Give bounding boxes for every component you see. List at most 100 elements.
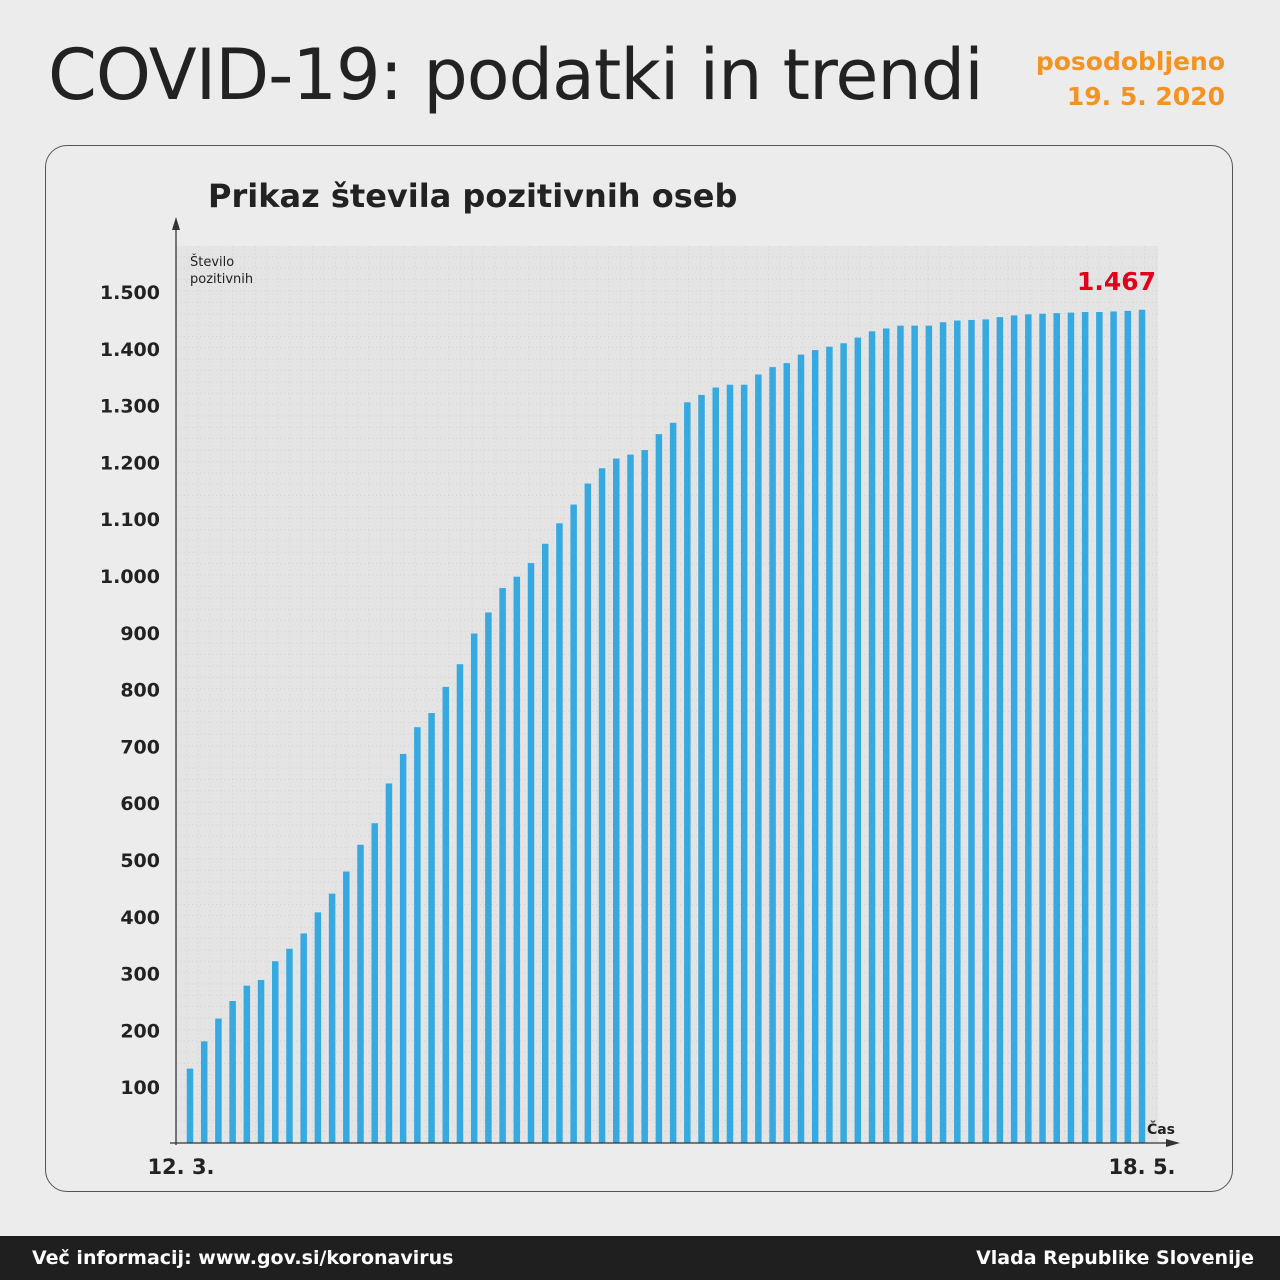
bar <box>527 563 535 1143</box>
y-tick-label: 200 <box>120 1020 160 1042</box>
y-axis-label: Število <box>190 254 234 270</box>
bar <box>1138 309 1146 1143</box>
y-tick-label: 900 <box>120 623 160 645</box>
y-tick-label: 1.100 <box>100 509 160 531</box>
bar <box>627 454 634 1144</box>
bar <box>868 331 876 1143</box>
y-tick-label: 1.200 <box>100 452 160 474</box>
bar <box>1053 313 1060 1144</box>
bar <box>840 343 847 1144</box>
y-tick-label: 1.000 <box>100 566 160 588</box>
bar <box>485 612 492 1143</box>
x-tick-label: 18. 5. <box>1108 1155 1175 1179</box>
bar <box>314 912 322 1143</box>
bar <box>641 450 648 1143</box>
bar <box>655 434 663 1143</box>
bar <box>1025 314 1032 1144</box>
bar <box>897 325 904 1143</box>
bar <box>428 713 435 1143</box>
bar <box>343 871 350 1143</box>
update-label: posodobljeno <box>1035 47 1225 76</box>
last-value-label: 1.467 <box>1077 267 1156 296</box>
bar <box>541 543 549 1143</box>
bar <box>414 727 421 1143</box>
bar <box>399 753 407 1143</box>
bar <box>669 422 677 1143</box>
bar <box>556 523 563 1143</box>
bar <box>698 394 705 1144</box>
bar <box>570 504 577 1143</box>
chart-title: Prikaz števila pozitivnih oseb <box>208 177 738 215</box>
y-axis-arrow <box>172 217 180 230</box>
bar <box>1096 312 1103 1143</box>
y-tick-label: 800 <box>120 680 160 702</box>
bar <box>826 346 833 1143</box>
bar <box>854 337 862 1143</box>
page-title: COVID-19: podatki in trendi <box>48 34 984 116</box>
bar <box>1124 310 1132 1143</box>
y-tick-label: 500 <box>120 850 160 872</box>
bar <box>442 686 450 1143</box>
bar <box>371 823 378 1143</box>
x-axis-label: Čas <box>1147 1120 1175 1138</box>
bar <box>257 979 265 1143</box>
bar <box>939 322 947 1143</box>
bar <box>1039 313 1046 1144</box>
bar <box>1010 315 1018 1143</box>
footer-bar: Več informacij: www.gov.si/koronavirus V… <box>0 1236 1280 1280</box>
bar <box>726 384 734 1144</box>
footer-organization: Vlada Republike Slovenije <box>976 1247 1254 1269</box>
bar <box>513 576 521 1143</box>
bar <box>684 402 691 1143</box>
y-tick-label: 400 <box>120 907 160 929</box>
plot-area <box>176 246 1158 1143</box>
y-tick-label: 600 <box>120 793 160 815</box>
bar <box>712 387 719 1143</box>
bar <box>783 363 791 1143</box>
bar <box>613 458 620 1143</box>
bar <box>243 985 251 1143</box>
y-tick-label: 100 <box>120 1077 160 1099</box>
bar <box>996 317 1004 1143</box>
bar <box>1110 311 1117 1143</box>
bar <box>811 350 819 1143</box>
bar <box>456 664 464 1143</box>
bar <box>740 384 748 1144</box>
bar <box>470 633 478 1143</box>
bar <box>598 468 606 1143</box>
bar <box>911 325 918 1143</box>
update-date: 19. 5. 2020 <box>1066 82 1225 111</box>
bar <box>954 320 961 1143</box>
bar <box>982 319 989 1143</box>
bar <box>1067 312 1075 1144</box>
bar <box>797 354 805 1144</box>
bar <box>286 948 293 1143</box>
bar <box>755 374 762 1144</box>
update-stamp: posodobljeno 19. 5. 2020 <box>1036 44 1225 114</box>
bar <box>186 1068 194 1143</box>
bar <box>385 783 393 1143</box>
bar <box>584 483 592 1143</box>
bar <box>328 893 336 1143</box>
y-tick-label: 300 <box>120 964 160 986</box>
bar <box>200 1041 208 1143</box>
bar <box>215 1018 222 1143</box>
bar <box>882 328 890 1143</box>
bar-chart: 100 200 300 400 500 600 700 800 900 1.000 1.100 1.2… <box>100 217 1180 1179</box>
bar <box>229 1001 236 1143</box>
bar <box>499 588 506 1143</box>
y-tick-label: 1.400 <box>100 339 160 361</box>
bar <box>925 325 933 1143</box>
footer-info-link[interactable]: Več informacij: www.gov.si/koronavirus <box>32 1247 454 1269</box>
x-axis-arrow <box>1166 1139 1180 1147</box>
y-tick-label: 1.300 <box>100 396 160 418</box>
x-tick-label: 12. 3. <box>147 1155 214 1179</box>
bar <box>272 961 279 1143</box>
bar <box>357 844 364 1143</box>
y-tick-label: 1.500 <box>100 282 160 304</box>
bar <box>968 319 975 1143</box>
y-axis-label: pozitivnih <box>190 272 253 287</box>
y-tick-label: 700 <box>120 736 160 758</box>
bar <box>300 933 307 1143</box>
bar <box>1081 312 1089 1143</box>
